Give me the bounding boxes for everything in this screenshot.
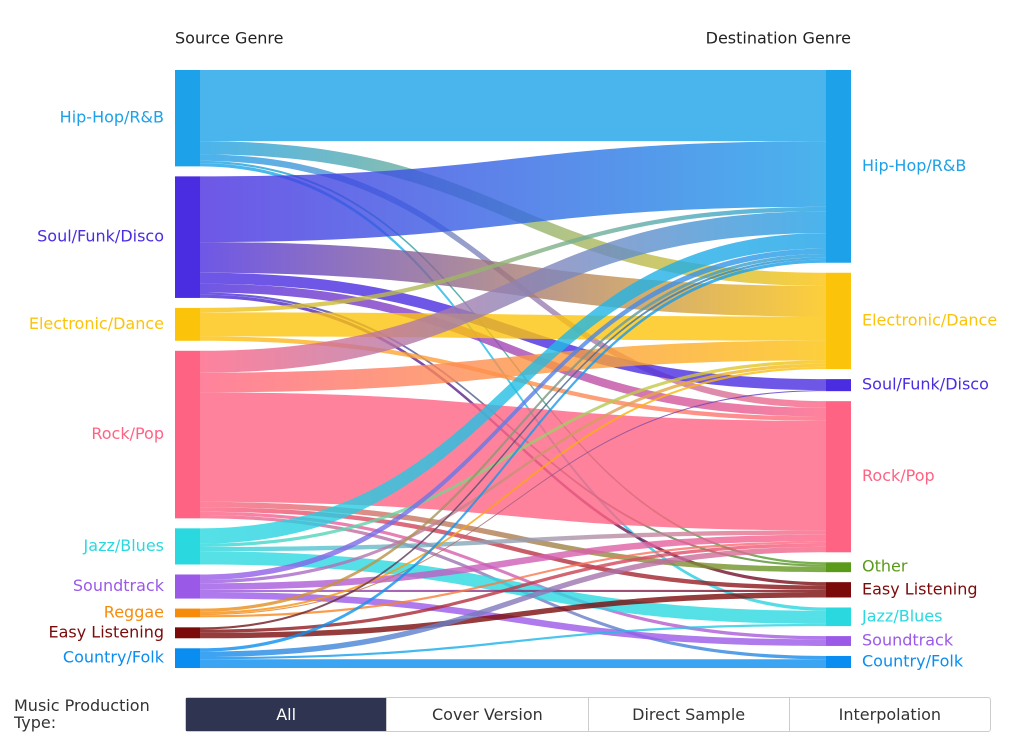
target-node xyxy=(826,272,851,370)
target-node xyxy=(826,379,851,392)
link xyxy=(200,507,826,590)
link xyxy=(200,211,826,373)
source-node xyxy=(175,307,200,341)
target-label: Soul/Funk/Disco xyxy=(862,375,989,394)
link xyxy=(200,390,826,616)
target-label: Other xyxy=(862,557,908,576)
source-label: Electronic/Dance xyxy=(29,314,164,333)
link xyxy=(200,592,826,639)
link xyxy=(200,541,826,618)
target-node xyxy=(826,562,851,573)
link xyxy=(200,233,826,544)
target-label: Easy Listening xyxy=(862,579,978,598)
link xyxy=(200,501,826,573)
link xyxy=(200,283,826,417)
link xyxy=(200,340,826,393)
target-node xyxy=(826,607,851,627)
link xyxy=(200,546,826,658)
link xyxy=(200,530,826,552)
link xyxy=(200,392,826,531)
nodes: Hip-Hop/R&B Soul/Funk/Disco Electronic/Dan… xyxy=(29,70,997,670)
source-node xyxy=(175,70,200,167)
target-node xyxy=(826,582,851,598)
link xyxy=(200,259,826,652)
source-label: Soundtrack xyxy=(73,576,165,595)
source-label: Country/Folk xyxy=(63,648,165,667)
target-label: Electronic/Dance xyxy=(862,310,997,329)
link xyxy=(200,363,826,584)
link xyxy=(200,534,826,590)
target-label: Rock/Pop xyxy=(862,466,935,485)
link xyxy=(200,248,826,580)
sankey-chart: Hip-Hop/R&B Soul/Funk/Disco Electronic/Dan… xyxy=(29,29,997,671)
filter-button[interactable]: Interpolation xyxy=(788,698,990,731)
link xyxy=(200,592,826,646)
source-node xyxy=(175,350,200,519)
link xyxy=(200,543,826,633)
link xyxy=(200,336,826,421)
target-node xyxy=(826,655,851,668)
target-node xyxy=(826,401,851,553)
link xyxy=(200,70,826,142)
control-label: Music Production Type: xyxy=(14,696,150,732)
target-title: Destination Genre xyxy=(706,29,851,48)
filter-button[interactable]: Cover Version xyxy=(386,698,587,731)
source-label: Rock/Pop xyxy=(91,424,164,443)
source-node xyxy=(175,608,200,618)
target-label: Jazz/Blues xyxy=(861,606,942,625)
button-group: All Cover Version Direct Sample Interpolati… xyxy=(185,697,991,732)
source-node xyxy=(175,528,200,565)
source-label: Easy Listening xyxy=(49,622,165,641)
filter-button[interactable]: Direct Sample xyxy=(587,698,789,731)
link xyxy=(200,206,826,313)
link xyxy=(200,360,826,547)
source-node xyxy=(175,627,200,639)
link xyxy=(200,257,826,630)
source-label: Soul/Funk/Disco xyxy=(37,227,164,246)
link xyxy=(200,623,826,660)
link xyxy=(200,659,826,668)
link xyxy=(200,366,826,615)
link xyxy=(200,253,826,612)
source-node xyxy=(175,648,200,668)
target-label: Soundtrack xyxy=(862,631,954,650)
link xyxy=(200,312,826,341)
link xyxy=(200,589,826,593)
source-node xyxy=(175,574,200,599)
link xyxy=(200,511,826,640)
link xyxy=(200,141,826,243)
source-label: Hip-Hop/R&B xyxy=(60,108,164,127)
source-label: Jazz/Blues xyxy=(83,536,164,555)
filter-button[interactable]: All xyxy=(186,698,387,731)
target-label: Country/Folk xyxy=(862,651,964,670)
target-node xyxy=(826,70,851,263)
source-title: Source Genre xyxy=(175,29,284,48)
source-node xyxy=(175,176,200,298)
source-label: Reggae xyxy=(104,602,164,621)
target-node xyxy=(826,636,851,646)
links xyxy=(200,70,826,668)
target-label: Hip-Hop/R&B xyxy=(862,156,966,175)
